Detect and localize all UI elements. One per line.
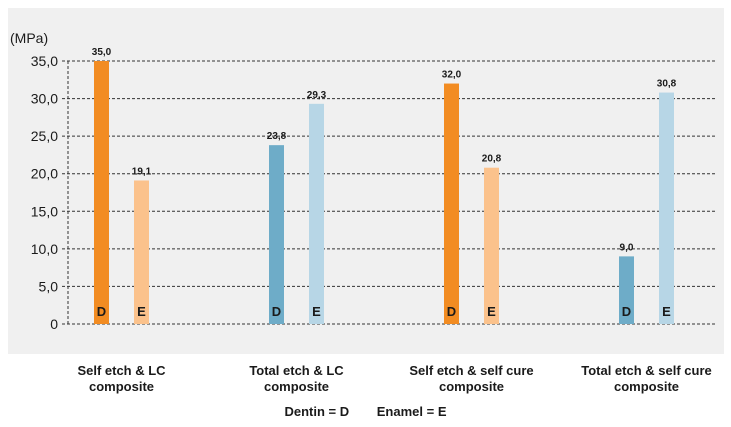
bar-letter: D	[97, 304, 106, 319]
bar	[134, 180, 149, 324]
category-label: Total etch & self cure	[581, 363, 712, 378]
data-label: 20,8	[482, 154, 502, 165]
y-axis-unit: (MPa)	[10, 30, 48, 46]
bar-chart: (MPa) 0 5,0 10,0 15,0 20,0 25,0 30,0 35,0 35,0 D 19…	[8, 8, 724, 394]
bar-letter: D	[272, 304, 281, 319]
bar	[619, 256, 634, 324]
y-tick-label: 0	[50, 316, 58, 332]
bar-letter: E	[137, 304, 146, 319]
category-label: composite	[264, 379, 329, 394]
y-tick-label: 10,0	[31, 241, 58, 257]
category-label: composite	[614, 379, 679, 394]
y-tick-label: 35,0	[31, 53, 58, 69]
bar	[659, 92, 674, 324]
category-label: Self etch & self cure	[409, 363, 533, 378]
bar	[94, 61, 109, 324]
y-tick-label: 25,0	[31, 128, 58, 144]
bar	[484, 167, 499, 324]
category-label: composite	[89, 379, 154, 394]
bar	[269, 145, 284, 324]
bar	[309, 103, 324, 325]
y-tick-label: 15,0	[31, 203, 58, 219]
category-label: composite	[439, 379, 504, 394]
bar-letter: D	[447, 304, 456, 319]
bar	[444, 83, 459, 325]
legend: Dentin = D Enamel = E	[0, 404, 731, 419]
bar-letter: D	[622, 304, 631, 319]
data-label: 30,8	[657, 79, 677, 90]
data-label: 19,1	[132, 166, 152, 177]
y-tick-label: 30,0	[31, 91, 58, 107]
bar-letter: E	[662, 304, 671, 319]
bar-letter: E	[487, 304, 496, 319]
legend-enamel: Enamel = E	[376, 404, 447, 419]
category-label: Self etch & LC	[77, 363, 166, 378]
data-label: 32,0	[442, 70, 462, 81]
data-label: 35,0	[92, 47, 112, 58]
bar-letter: E	[312, 304, 321, 319]
plot-background	[8, 8, 724, 354]
y-tick-label: 5,0	[39, 278, 59, 294]
data-label: 23,8	[267, 131, 287, 142]
legend-dentin: Dentin = D	[284, 404, 350, 419]
data-label: 9,0	[620, 242, 634, 253]
data-label: 29,3	[307, 90, 327, 101]
category-label: Total etch & LC	[249, 363, 344, 378]
y-tick-label: 20,0	[31, 166, 58, 182]
